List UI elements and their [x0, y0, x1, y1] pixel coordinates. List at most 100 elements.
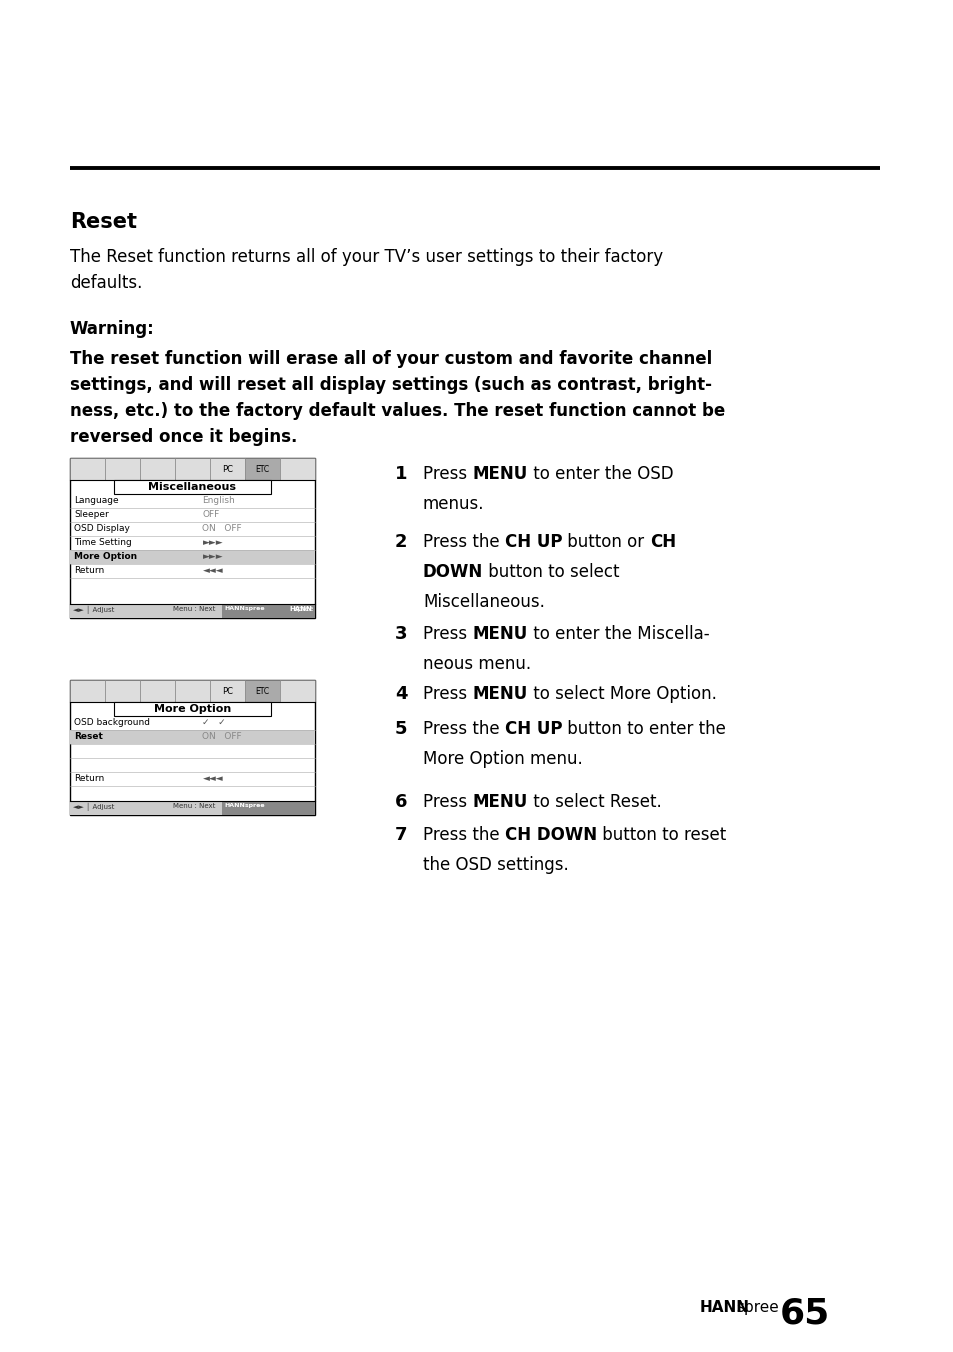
Bar: [70, 604, 314, 618]
Text: The reset function will erase all of your custom and favorite channel: The reset function will erase all of you…: [70, 350, 712, 368]
Text: CH UP: CH UP: [504, 721, 561, 738]
Text: English: English: [202, 496, 235, 506]
Bar: [174, 458, 210, 480]
Text: Sleeper: Sleeper: [74, 510, 109, 519]
Text: menus.: menus.: [422, 495, 484, 512]
Text: ◄◄◄: ◄◄◄: [202, 773, 223, 783]
Text: HANNspree: HANNspree: [224, 606, 264, 611]
Text: Menu : Next: Menu : Next: [172, 606, 215, 612]
Text: button to enter the: button to enter the: [561, 721, 725, 738]
Text: Press the: Press the: [422, 721, 504, 738]
Bar: [70, 550, 314, 564]
Bar: [222, 800, 314, 815]
Bar: [280, 458, 314, 480]
Text: 65: 65: [780, 1297, 829, 1330]
Text: MENU: MENU: [472, 685, 527, 703]
Text: ON   OFF: ON OFF: [202, 525, 242, 533]
Text: OSD background: OSD background: [74, 718, 150, 727]
Text: Return: Return: [74, 566, 104, 575]
Text: ✓   ✓: ✓ ✓: [202, 718, 226, 727]
Bar: [114, 702, 271, 717]
Bar: [280, 680, 314, 702]
Text: Reset: Reset: [70, 212, 137, 233]
Text: The Reset function returns all of your TV’s user settings to their factory: The Reset function returns all of your T…: [70, 247, 662, 266]
Text: spree: spree: [735, 1301, 778, 1315]
Text: Reset: Reset: [74, 731, 103, 741]
Text: defaults.: defaults.: [70, 274, 142, 292]
Text: ◄► │ Adjust: ◄► │ Adjust: [73, 606, 114, 614]
Text: reversed once it begins.: reversed once it begins.: [70, 429, 297, 446]
Text: Language: Language: [74, 496, 118, 506]
Text: ◄◄◄: ◄◄◄: [202, 566, 223, 575]
Bar: [210, 680, 245, 702]
Bar: [70, 680, 105, 702]
Text: Time Setting: Time Setting: [74, 538, 132, 548]
Text: to enter the OSD: to enter the OSD: [527, 465, 673, 483]
Text: the OSD settings.: the OSD settings.: [422, 856, 568, 873]
Text: More Option: More Option: [153, 704, 231, 714]
Text: settings, and will reset all display settings (such as contrast, bright-: settings, and will reset all display set…: [70, 376, 711, 393]
Bar: [70, 458, 314, 618]
Text: to select More Option.: to select More Option.: [527, 685, 716, 703]
Text: button to select: button to select: [483, 562, 619, 581]
Text: ON   OFF: ON OFF: [202, 731, 242, 741]
Text: More Option menu.: More Option menu.: [422, 750, 582, 768]
Text: OSD Display: OSD Display: [74, 525, 130, 533]
Text: 5: 5: [395, 721, 407, 738]
Text: 4: 4: [395, 685, 407, 703]
Text: CH DOWN: CH DOWN: [504, 826, 597, 844]
Bar: [140, 458, 174, 480]
Bar: [70, 800, 314, 815]
Text: Press: Press: [422, 794, 472, 811]
Bar: [114, 480, 271, 493]
Text: Press: Press: [422, 625, 472, 644]
Text: ◄► │ Adjust: ◄► │ Adjust: [73, 803, 114, 811]
Text: More Option: More Option: [74, 552, 137, 561]
Text: ►►►: ►►►: [202, 538, 223, 548]
Bar: [210, 458, 245, 480]
Text: PC: PC: [222, 465, 233, 475]
Text: DOWN: DOWN: [422, 562, 483, 581]
Bar: [245, 458, 280, 480]
Text: button to reset: button to reset: [597, 826, 725, 844]
Text: spree: spree: [294, 606, 314, 612]
Bar: [174, 680, 210, 702]
Text: Press: Press: [422, 685, 472, 703]
Bar: [105, 680, 140, 702]
Text: 7: 7: [395, 826, 407, 844]
Text: neous menu.: neous menu.: [422, 654, 531, 673]
Text: MENU: MENU: [472, 794, 527, 811]
Bar: [70, 458, 105, 480]
Text: Return: Return: [74, 773, 104, 783]
Bar: [245, 680, 280, 702]
Text: 2: 2: [395, 533, 407, 552]
Text: HANN: HANN: [700, 1301, 749, 1315]
Bar: [140, 680, 174, 702]
Text: ETC: ETC: [255, 465, 270, 475]
Text: MENU: MENU: [472, 625, 527, 644]
Text: Press the: Press the: [422, 826, 504, 844]
Text: Press: Press: [422, 465, 472, 483]
Text: Menu : Next: Menu : Next: [172, 803, 215, 808]
Text: CH UP: CH UP: [504, 533, 561, 552]
Text: to select Reset.: to select Reset.: [527, 794, 660, 811]
Text: PC: PC: [222, 688, 233, 696]
Text: CH: CH: [649, 533, 675, 552]
Bar: [70, 680, 314, 815]
Bar: [222, 604, 314, 618]
Text: Miscellaneous.: Miscellaneous.: [422, 594, 544, 611]
Text: Press the: Press the: [422, 533, 504, 552]
Text: Miscellaneous: Miscellaneous: [149, 483, 236, 492]
Text: ETC: ETC: [255, 688, 270, 696]
Text: ness, etc.) to the factory default values. The reset function cannot be: ness, etc.) to the factory default value…: [70, 402, 724, 420]
Text: 1: 1: [395, 465, 407, 483]
Text: 6: 6: [395, 794, 407, 811]
Bar: [70, 730, 314, 744]
Bar: [105, 458, 140, 480]
Text: 3: 3: [395, 625, 407, 644]
Text: ►►►: ►►►: [202, 552, 223, 561]
Text: to enter the Miscella-: to enter the Miscella-: [527, 625, 708, 644]
Text: HANN: HANN: [289, 606, 312, 612]
Text: HANNspree: HANNspree: [224, 803, 264, 808]
Text: button or: button or: [561, 533, 649, 552]
